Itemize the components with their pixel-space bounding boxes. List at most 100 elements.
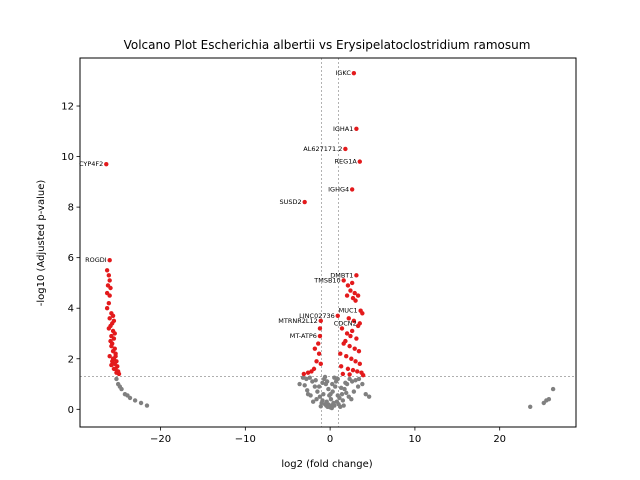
data-point-significant	[355, 369, 360, 374]
data-point-nonsignificant	[324, 403, 329, 408]
data-point-nonsignificant	[338, 404, 343, 409]
data-point-labeled	[354, 273, 359, 278]
data-point-nonsignificant	[305, 391, 311, 397]
data-point-nonsignificant	[360, 381, 365, 387]
data-point-labeled	[104, 161, 109, 167]
gene-label: IGHA1	[333, 125, 353, 133]
data-point-significant	[345, 283, 351, 288]
data-point-significant	[353, 298, 358, 303]
data-point-nonsignificant	[312, 384, 318, 389]
data-point-labeled	[302, 199, 307, 205]
data-point-nonsignificant	[343, 380, 348, 385]
data-point-significant	[316, 351, 322, 356]
x-tick-label: −20	[150, 434, 171, 445]
data-point-significant	[349, 328, 355, 334]
data-point-significant	[110, 356, 116, 361]
data-point-nonsignificant	[335, 376, 340, 382]
data-point-significant	[316, 341, 321, 346]
data-point-significant	[338, 351, 343, 356]
data-point-nonsignificant	[366, 394, 372, 399]
data-point-nonsignificant	[125, 393, 130, 398]
gene-label: IGHG4	[328, 185, 349, 193]
data-point-labeled	[354, 126, 359, 131]
gene-label: CDCN2	[334, 319, 357, 327]
gene-label: MTRNR2L12	[278, 317, 318, 325]
data-point-significant	[104, 306, 110, 311]
data-point-nonsignificant	[356, 376, 362, 382]
y-tick-label: 8	[68, 203, 74, 214]
data-point-significant	[107, 293, 112, 298]
data-point-significant	[113, 351, 118, 356]
x-axis-label: log2 (fold change)	[281, 459, 372, 470]
data-point-significant	[112, 331, 117, 336]
data-point-significant	[108, 338, 113, 344]
data-point-significant	[348, 288, 353, 293]
data-point-significant	[339, 326, 345, 331]
data-point-labeled	[335, 313, 340, 318]
data-point-significant	[106, 326, 112, 331]
data-point-significant	[314, 359, 319, 364]
data-point-labeled	[357, 159, 362, 164]
data-point-nonsignificant	[321, 391, 326, 397]
data-point-significant	[318, 361, 323, 367]
y-tick-label: 6	[68, 253, 74, 264]
data-point-significant	[354, 336, 359, 341]
data-point-labeled	[341, 278, 346, 283]
x-tick-label: −10	[235, 434, 256, 445]
x-tick-label: 20	[493, 434, 506, 445]
data-point-nonsignificant	[328, 396, 334, 402]
data-point-nonsignificant	[344, 390, 349, 396]
data-point-significant	[312, 346, 318, 351]
data-point-significant	[111, 366, 117, 372]
data-point-significant	[338, 364, 344, 369]
data-point-labeled	[107, 257, 112, 263]
data-point-significant	[343, 338, 348, 344]
data-point-nonsignificant	[333, 384, 338, 389]
data-point-nonsignificant	[341, 403, 346, 408]
data-point-nonsignificant	[297, 381, 302, 387]
data-point-nonsignificant	[338, 385, 344, 391]
data-point-nonsignificant	[349, 379, 355, 384]
data-point-labeled	[349, 187, 355, 192]
data-point-nonsignificant	[332, 375, 337, 380]
data-point-nonsignificant	[319, 400, 324, 406]
data-point-significant	[106, 300, 112, 306]
data-point-nonsignificant	[302, 383, 307, 388]
data-point-nonsignificant	[363, 391, 368, 397]
data-point-labeled	[351, 70, 357, 76]
data-point-nonsignificant	[340, 398, 346, 403]
data-point-significant	[317, 326, 323, 331]
data-point-nonsignificant	[353, 378, 358, 383]
data-point-nonsignificant	[313, 378, 318, 383]
data-point-significant	[107, 316, 112, 321]
data-point-significant	[344, 354, 349, 359]
data-point-significant	[352, 290, 357, 296]
data-point-significant	[301, 371, 307, 377]
data-point-significant	[109, 343, 114, 349]
data-point-nonsignificant	[322, 374, 328, 380]
plot-area: IGKC IGHA1 AL627171.2 REG1A CYP4F2 IGHG4 SUSD2…	[79, 58, 576, 427]
data-point-nonsignificant	[546, 396, 552, 402]
data-point-nonsignificant	[305, 388, 310, 393]
data-point-significant	[309, 369, 314, 374]
data-point-significant	[108, 285, 113, 291]
y-axis-label: -log10 (Adjusted p-value)	[36, 180, 47, 307]
data-point-significant	[106, 273, 112, 278]
data-point-nonsignificant	[335, 393, 340, 398]
data-point-labeled	[318, 318, 323, 324]
data-point-significant	[345, 366, 351, 372]
data-point-significant	[116, 371, 122, 377]
data-point-significant	[357, 361, 362, 367]
x-axis: −20 −10 0 10 20	[150, 427, 506, 445]
y-tick-label: 0	[68, 405, 74, 416]
data-point-nonsignificant	[351, 389, 357, 394]
data-point-nonsignificant	[349, 396, 354, 402]
gene-label: SUSD2	[280, 198, 302, 206]
data-point-significant	[305, 370, 311, 375]
data-point-labeled	[317, 333, 323, 339]
data-point-significant	[360, 372, 366, 378]
data-point-nonsignificant	[330, 381, 335, 387]
data-point-nonsignificant	[117, 384, 123, 389]
data-point-significant	[111, 318, 117, 324]
data-point-nonsignificant	[144, 403, 150, 408]
